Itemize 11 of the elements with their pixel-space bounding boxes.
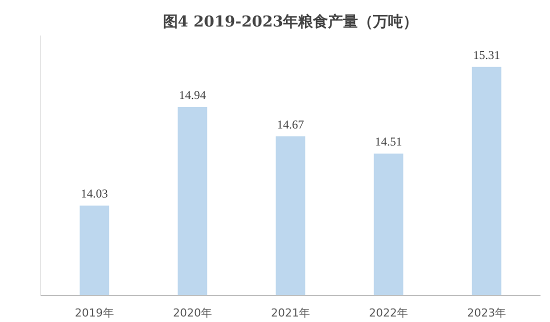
x-tick-label: 2021年 (271, 306, 310, 320)
x-tick-label: 2019年 (74, 306, 114, 320)
x-tick-label: 2020年 (172, 306, 212, 320)
data-label: 14.03 (80, 186, 108, 201)
chart-title: 图4 2019-2023年粮食产量（万吨） (162, 12, 418, 30)
data-label: 14.67 (277, 117, 304, 132)
x-tick-label: 2022年 (369, 306, 408, 320)
data-label: 14.51 (375, 134, 402, 149)
x-tick-label: 2023年 (467, 306, 506, 320)
data-label: 15.31 (473, 48, 500, 62)
data-label: 14.94 (178, 88, 206, 102)
